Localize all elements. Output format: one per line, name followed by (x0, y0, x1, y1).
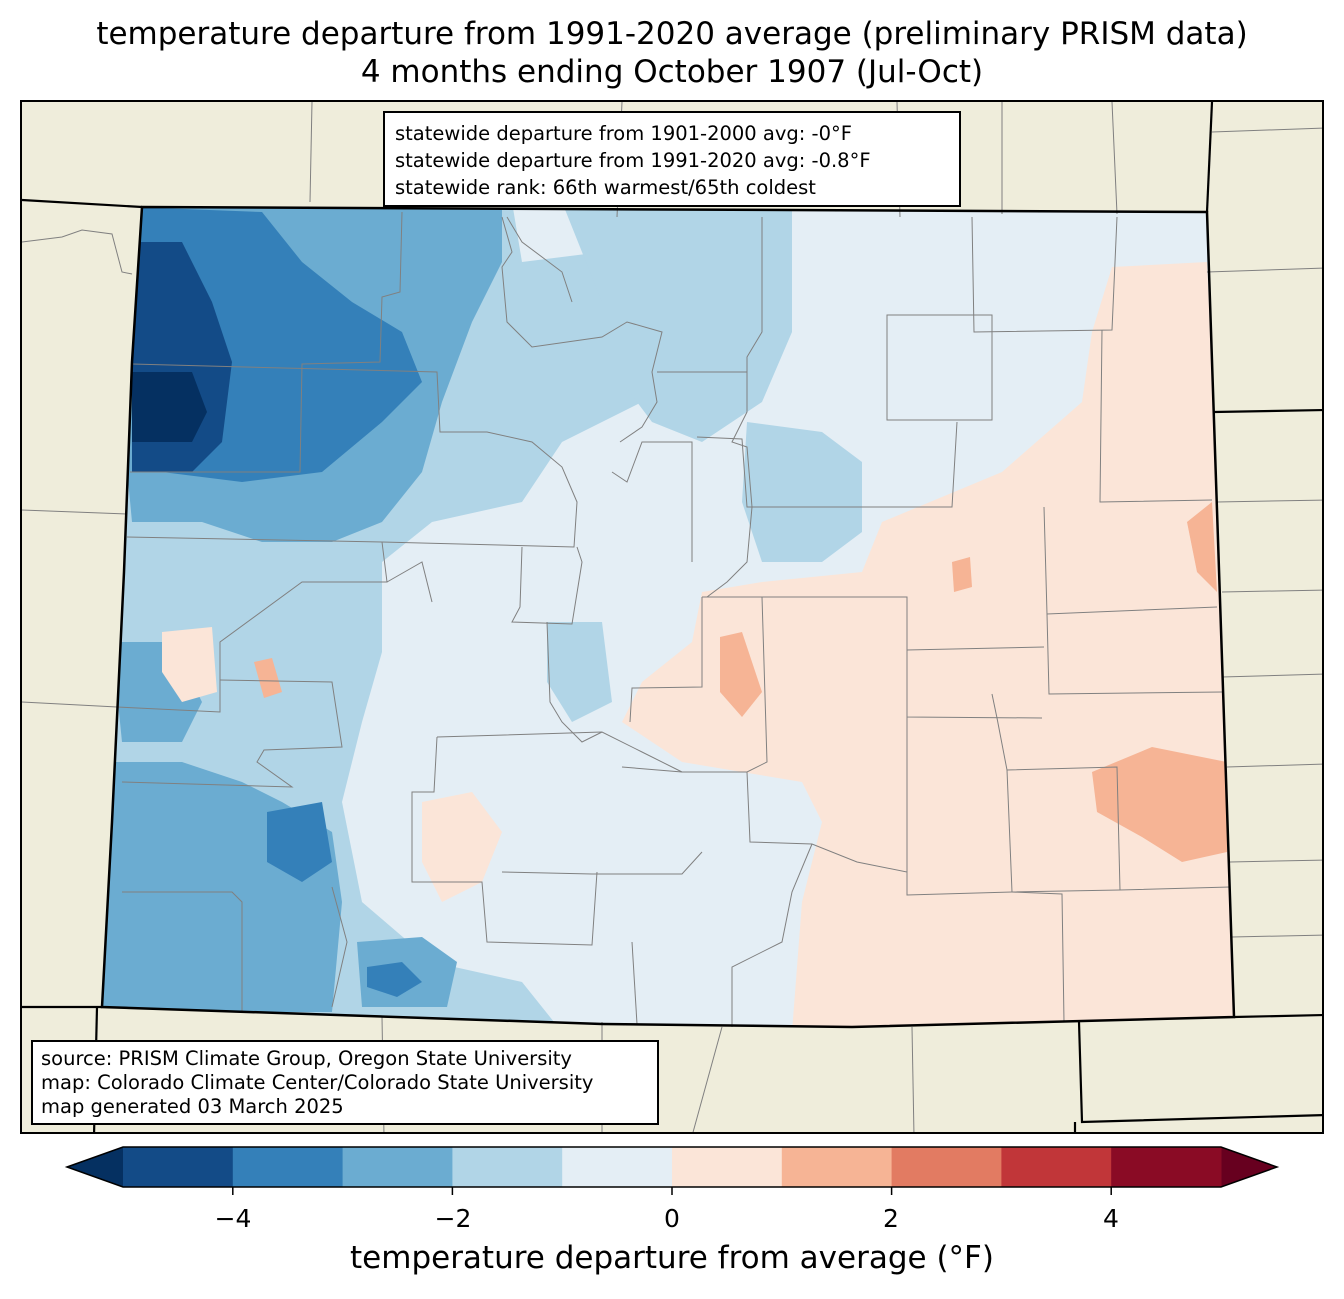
zone-warm-medium-east (1187, 502, 1217, 592)
statewide-stats-box: statewide departure from 1901-2000 avg: … (383, 111, 961, 207)
zone-cool-light-northeast (742, 422, 862, 562)
zone-warm-light-east (622, 262, 1234, 1027)
colorbar (64, 1146, 1280, 1195)
zone-cool-dark-south (367, 962, 422, 997)
colorbar-extend-low (67, 1147, 123, 1187)
stat-departure-1991-2020: statewide departure from 1991-2020 avg: … (395, 149, 871, 172)
zone-warm-medium-west (254, 658, 282, 698)
colorbar-bin (1111, 1147, 1222, 1187)
colorbar-tick-label: −2 (434, 1204, 472, 1233)
colorbar-bin (232, 1147, 344, 1187)
stat-departure-1901-2000: statewide departure from 1901-2000 avg: … (395, 122, 852, 145)
zone-warm-medium-southeast (1092, 747, 1227, 862)
zone-cool-extreme-northwest (132, 372, 207, 442)
colorbar-label: temperature departure from average (°F) (350, 1240, 994, 1276)
zone-cool-dark-southwest (267, 802, 332, 882)
zone-warm-medium-spot (952, 557, 972, 592)
colorbar-outline (64, 1146, 1280, 1188)
zone-cool-light-northcentral (562, 207, 792, 442)
county-lines (116, 211, 1231, 1027)
colorbar-tick-label: 4 (1103, 1204, 1119, 1233)
colorado-border (100, 205, 1236, 1029)
colorbar-extend-high (1221, 1147, 1277, 1187)
map-subtitle: 4 months ending October 1907 (Jul-Oct) (360, 54, 984, 90)
colorbar-bin (562, 1147, 673, 1187)
source-credit: source: PRISM Climate Group, Oregon Stat… (41, 1047, 572, 1070)
colorbar-bin (891, 1147, 1002, 1187)
zone-warm-light-west (162, 627, 217, 702)
colorbar-bin (123, 1147, 234, 1187)
colorbar-tick-label: −4 (214, 1204, 252, 1233)
map-panel (20, 100, 1324, 1134)
source-box: source: PRISM Climate Group, Oregon Stat… (31, 1040, 659, 1125)
map-credit: map: Colorado Climate Center/Colorado St… (41, 1071, 594, 1094)
colorbar-bin (342, 1147, 453, 1187)
colorbar-tick-label: 0 (664, 1204, 680, 1233)
colorbar-bin (672, 1147, 783, 1187)
colorbar-bin (452, 1147, 563, 1187)
colorbar-tick-label: 2 (883, 1204, 899, 1233)
colorado-map (22, 102, 1322, 1132)
zone-warm-medium-central (720, 632, 762, 717)
colorbar-bin (1001, 1147, 1112, 1187)
colorbar-bin (781, 1147, 893, 1187)
zone-warm-light-central (422, 792, 502, 902)
map-generated-date: map generated 03 March 2025 (41, 1095, 344, 1118)
stat-rank: statewide rank: 66th warmest/65th coldes… (395, 176, 816, 199)
zone-cool-light-central (547, 622, 612, 722)
map-title: temperature departure from 1991-2020 ave… (96, 16, 1248, 52)
